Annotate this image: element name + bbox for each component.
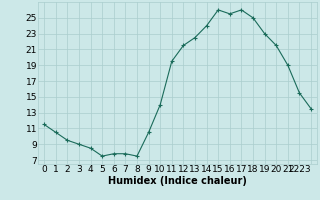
X-axis label: Humidex (Indice chaleur): Humidex (Indice chaleur) xyxy=(108,176,247,186)
